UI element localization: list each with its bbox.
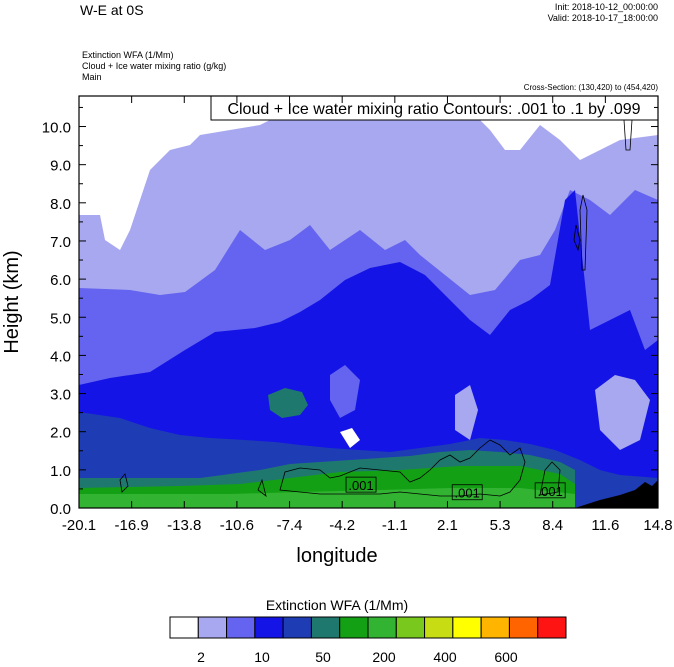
field-label-cloud-ice: Cloud + Ice water mixing ratio (g/kg) [82,61,227,71]
y-tick-label: 9.0 [50,158,71,175]
y-tick-label: 5.0 [50,310,71,327]
colorbar-label: 10 [254,649,270,665]
cross-section-label: Cross-Section: (130,420) to (454,420) [523,83,658,92]
colorbar-swatch [226,616,256,639]
colorbar-label: 50 [315,649,331,665]
contour-line [579,194,588,271]
colorbar-swatch [169,616,199,639]
colorbar-label: 200 [372,649,396,665]
colorbar-swatch [424,616,454,639]
field-label-domain: Main [82,72,102,82]
x-tick-label: -10.6 [220,517,254,534]
y-tick-label: 7.0 [50,234,71,251]
colorbar-swatch [452,616,482,639]
contour-annotation-box [210,95,659,121]
colorbar-swatch [339,616,369,639]
colorbar-swatch [395,616,426,639]
y-axis: 0.0 1.0 2.0 3.0 4.0 5.0 6.0 7.0 8.0 9.0 10.0 [42,106,658,518]
extinction-band-50 [79,190,658,508]
colorbar-swatch [367,616,397,639]
x-tick-label: -20.1 [62,517,96,534]
x-tick-label: 5.3 [490,517,511,534]
x-tick-label: -16.9 [115,517,149,534]
y-tick-label: 2.0 [50,425,71,442]
contour-line [279,439,526,497]
x-axis: -20.1 -16.9 -13.8 -10.6 -7.4 -4.2 -1.1 2.1 5.3 8.… [62,96,673,534]
x-axis-label: longitude [296,545,377,567]
colorbar-swatch [508,616,539,639]
colorbar-title: Extinction WFA (1/Mm) [265,597,409,613]
y-tick-label: 8.0 [50,196,71,213]
colorbar: 2 10 50 200 400 600 [169,616,567,665]
terrain [575,480,658,508]
colorbar-swatch [254,616,284,639]
x-tick-label: -13.8 [167,517,201,534]
colorbar-swatch [537,616,567,639]
contour-label-box [345,476,377,493]
contour-labels: .001 .001 .001 [345,476,566,501]
extinction-band-400 [79,488,575,508]
y-tick-label: 1.0 [50,463,71,480]
x-tick-label: 2.1 [437,517,458,534]
y-tick-label: 0.0 [50,501,71,518]
x-tick-label: 14.8 [643,517,672,534]
contour-line [573,224,581,252]
contour-line [539,461,561,496]
y-tick-label: 4.0 [50,348,71,365]
contour-label: .001 [538,484,563,499]
contour-annotation: Cloud + Ice water mixing ratio Contours:… [227,101,640,118]
y-axis-label: Height (km) [1,250,23,353]
colorbar-label: 600 [494,649,518,665]
x-tick-label: -7.4 [277,517,303,534]
x-tick-label: 8.4 [542,517,563,534]
extinction-fill [79,96,658,508]
x-tick-label: -1.1 [382,517,408,534]
valid-time: Valid: 2018-10-17_18:00:00 [547,13,658,23]
colorbar-label: 2 [197,649,205,665]
extinction-gap-3 [455,385,478,440]
colorbar-swatch [310,616,341,639]
field-label-extinction: Extinction WFA (1/Mm) [82,50,174,60]
contour-line [257,478,267,497]
contour-label-box [451,484,483,501]
colorbar-swatch [282,616,312,639]
plot-frame [78,95,659,509]
colorbar-swatch [480,616,510,639]
colorbar-swatch [197,616,228,639]
contour-label: .001 [348,478,373,493]
colorbar-label: 400 [433,649,457,665]
y-tick-label: 6.0 [50,272,71,289]
extinction-gap-1 [330,365,360,418]
contour-label-box [534,482,566,499]
run-times: Init: 2018-10-12_00:00:00 Valid: 2018-10… [548,2,658,24]
extinction-gap-2 [595,375,650,450]
y-tick-label: 10.0 [42,120,71,137]
mixing-ratio-contours [119,106,633,497]
extinction-gap-4 [340,428,360,448]
plot-title: W-E at 0S [80,2,144,18]
contour-line [119,473,129,493]
x-tick-label: -4.2 [329,517,355,534]
x-tick-label: 11.6 [591,517,619,534]
contour-label: .001 [455,486,480,501]
extinction-blob-200 [268,388,308,418]
init-time: Init: 2018-10-12_00:00:00 [554,2,658,12]
y-tick-label: 3.0 [50,387,71,404]
